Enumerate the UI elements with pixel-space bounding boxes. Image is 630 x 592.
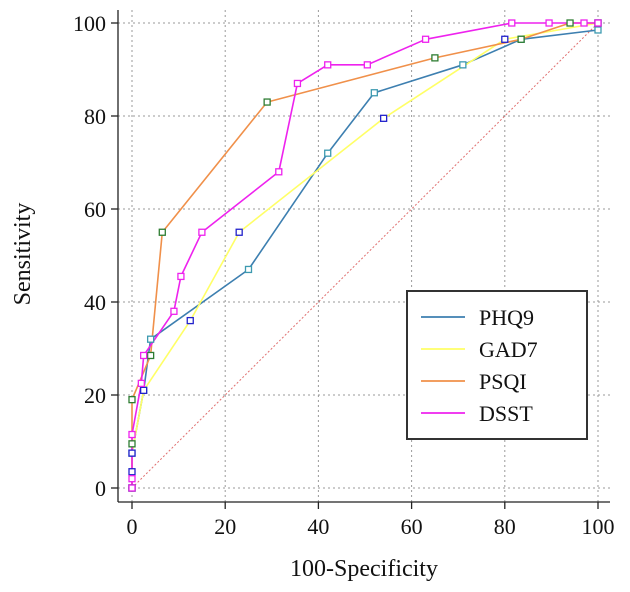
x-tick-label: 80: [494, 514, 516, 539]
series-line-psqi: [131, 22, 598, 488]
y-tick-label: 80: [84, 104, 106, 129]
reference-diagonal-line: [131, 22, 599, 489]
data-point-psqi: [566, 19, 574, 27]
data-point-psqi: [128, 440, 136, 448]
legend-label-dsst: DSST: [479, 401, 533, 426]
data-point-dsst: [421, 35, 430, 43]
legend-label-psqi: PSQI: [479, 369, 527, 394]
data-point-phq9: [594, 26, 602, 34]
data-point-gad7: [501, 35, 509, 43]
data-point-dsst: [363, 61, 371, 69]
data-point-dsst: [137, 379, 145, 388]
y-tick-label: 100: [73, 11, 106, 36]
data-point-dsst: [177, 272, 185, 281]
data-point-dsst: [128, 484, 136, 492]
data-point-phq9: [324, 149, 332, 157]
data-point-gad7: [128, 468, 136, 476]
data-point-dsst: [170, 307, 178, 315]
data-point-gad7: [186, 316, 194, 325]
y-axis-title: Sensitivity: [10, 203, 36, 306]
data-point-gad7: [379, 114, 388, 122]
y-tick-label: 40: [84, 290, 106, 315]
x-tick-label: 60: [401, 514, 423, 539]
series-markers: [128, 19, 602, 492]
data-point-psqi: [146, 351, 155, 360]
legend-label-phq9: PHQ9: [479, 305, 534, 330]
axes: [111, 10, 610, 509]
x-tick-label: 20: [214, 514, 236, 539]
y-tick-label: 60: [84, 197, 106, 222]
data-point-gad7: [139, 386, 148, 395]
data-point-dsst: [580, 19, 588, 27]
data-point-phq9: [146, 335, 155, 343]
data-point-psqi: [431, 54, 439, 62]
y-tick-labels: 0 20 40 60 80 100: [73, 11, 106, 501]
data-point-dsst: [139, 351, 148, 360]
data-point-psqi: [517, 35, 525, 43]
data-point-phq9: [244, 265, 253, 274]
legend-label-gad7: GAD7: [479, 337, 538, 362]
x-tick-labels: 0 20 40 60 80 100: [127, 514, 615, 539]
x-axis-title: 100-Specificity: [290, 556, 438, 582]
data-point-phq9: [459, 61, 467, 69]
data-point-dsst: [275, 168, 283, 176]
legend: PHQ9 GAD7 PSQI DSST: [406, 290, 588, 440]
data-point-dsst: [198, 228, 206, 236]
y-tick-label: 20: [84, 383, 106, 408]
y-tick-label: 0: [95, 476, 106, 501]
data-point-dsst: [508, 19, 516, 27]
data-point-psqi: [158, 228, 166, 236]
data-point-psqi: [128, 395, 136, 404]
data-point-gad7: [235, 228, 243, 236]
x-tick-label: 100: [582, 514, 615, 539]
data-point-phq9: [370, 89, 378, 97]
x-tick-label: 40: [307, 514, 329, 539]
data-point-dsst: [128, 475, 136, 483]
data-point-dsst: [293, 79, 302, 88]
legend-box: [406, 290, 588, 440]
data-point-dsst: [324, 61, 332, 69]
data-point-dsst: [128, 430, 136, 439]
data-point-dsst: [594, 19, 602, 27]
data-point-dsst: [545, 19, 553, 27]
x-tick-label: 0: [127, 514, 138, 539]
data-point-psqi: [263, 98, 271, 106]
data-point-gad7: [128, 449, 136, 457]
